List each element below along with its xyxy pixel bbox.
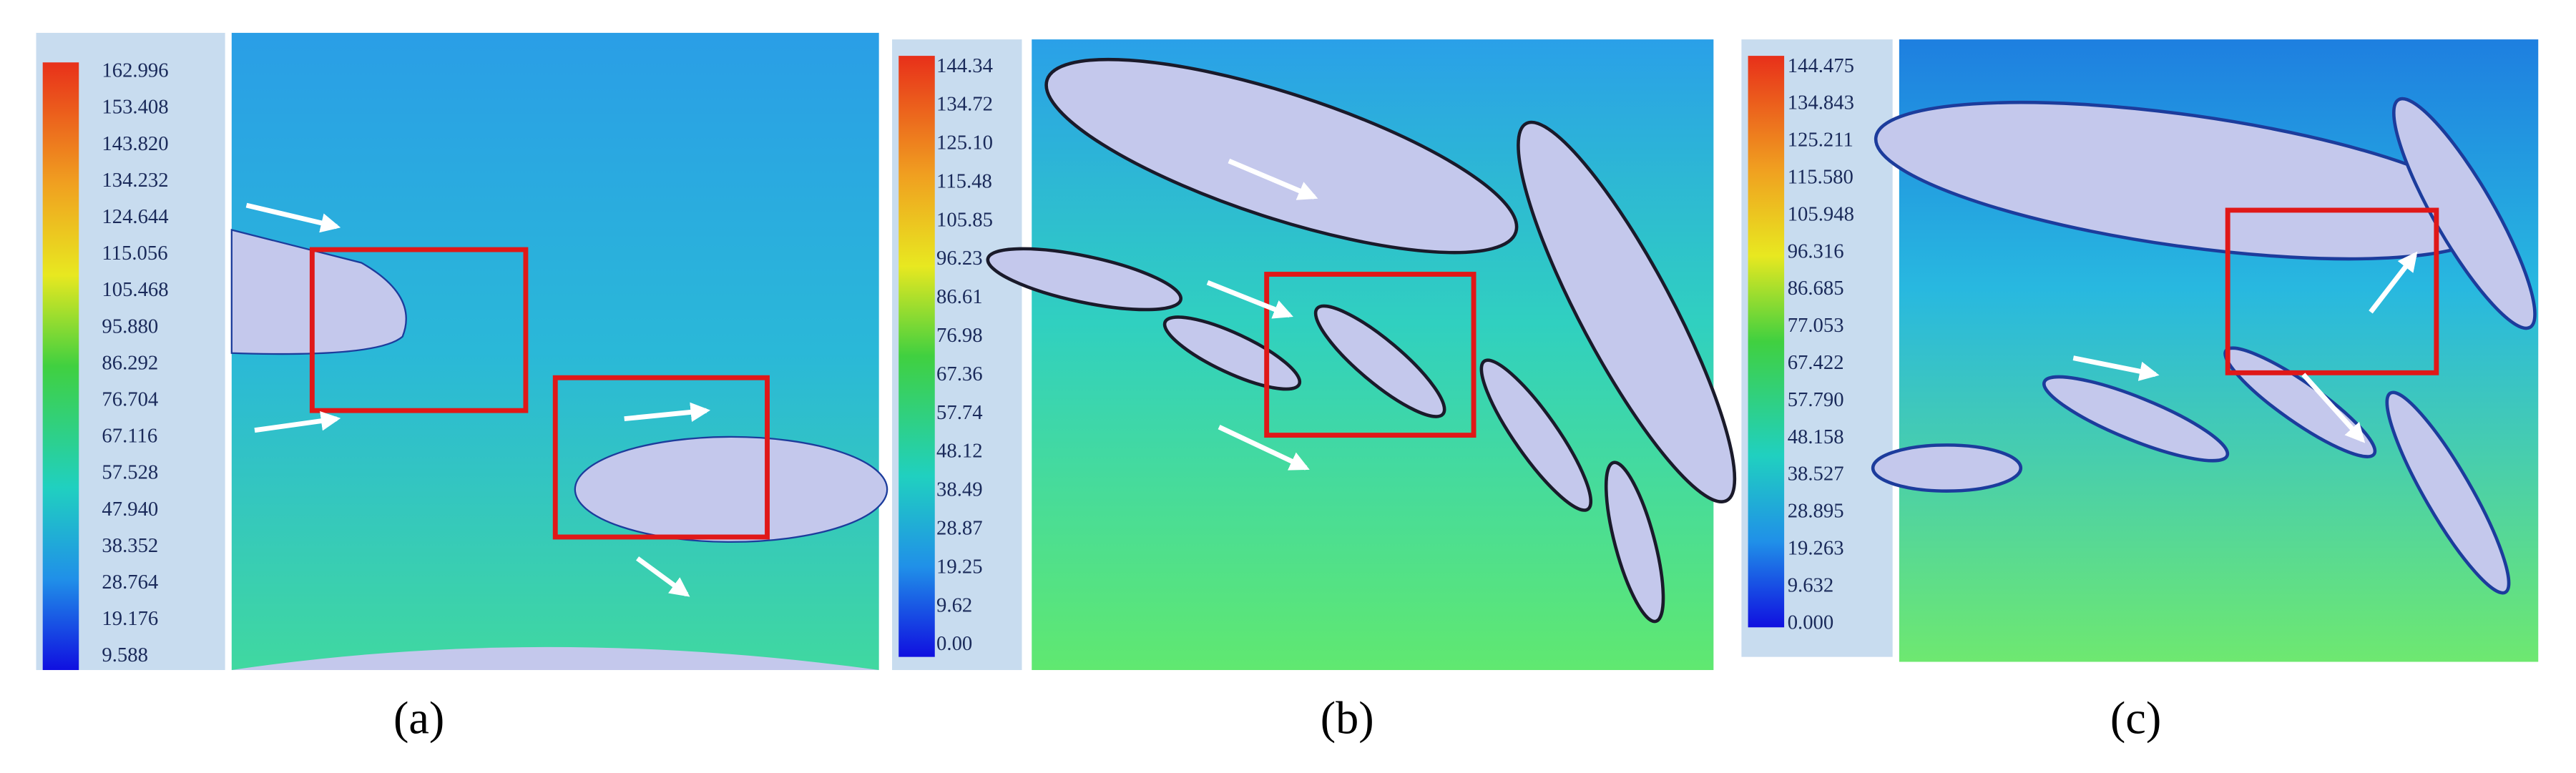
flow-arrows <box>1206 158 1318 471</box>
legend-label: 115.056 <box>102 242 167 265</box>
legend-label: 47.940 <box>102 498 158 521</box>
legend-label: 95.880 <box>102 315 158 338</box>
legend-label: 86.292 <box>102 351 158 374</box>
legend-label: 67.422 <box>1788 351 1844 374</box>
color-bar <box>42 62 79 671</box>
legend-label: 57.528 <box>102 461 158 484</box>
legend-label: 115.580 <box>1788 165 1853 188</box>
highlight-box <box>2225 207 2439 375</box>
panel-label: (c) <box>2110 692 2161 743</box>
legend-label: 67.36 <box>936 363 983 385</box>
legend-label: 9.632 <box>1788 573 1834 596</box>
legend-label: 125.10 <box>936 132 993 154</box>
legend-label: 57.790 <box>1788 388 1844 411</box>
legend-label: 124.644 <box>102 205 168 228</box>
legend-label: 0.000 <box>1788 611 1834 634</box>
highlight-box <box>552 375 770 540</box>
legend-label: 96.316 <box>1788 240 1844 262</box>
legend-label: 19.176 <box>102 607 158 630</box>
figure-content: 162.996 153.408 143.820 134.232 124.644 115.0… <box>36 32 2539 743</box>
legend-label: 48.158 <box>1788 425 1844 448</box>
legend-label: 9.62 <box>936 594 972 616</box>
blade <box>231 646 879 671</box>
legend-label: 134.843 <box>1788 92 1854 114</box>
panel-label: (a) <box>393 692 444 743</box>
legend-label: 144.475 <box>1788 54 1854 77</box>
legend-label: 38.527 <box>1788 463 1844 486</box>
color-bar <box>1748 56 1785 628</box>
legend-label: 9.588 <box>102 644 148 666</box>
highlight-box <box>1264 272 1476 438</box>
legend-label: 67.116 <box>102 425 157 448</box>
flow-arrows <box>2072 251 2418 443</box>
blade <box>574 435 888 543</box>
highlight-box <box>309 247 529 413</box>
color-bar <box>898 56 935 657</box>
legend-label: 38.352 <box>102 534 158 557</box>
legend-label: 105.948 <box>1788 202 1854 225</box>
blade <box>230 229 407 355</box>
legend-label: 28.895 <box>1788 500 1844 523</box>
legend-label: 28.87 <box>936 516 983 539</box>
flow-arrows <box>245 202 711 597</box>
legend-label: 144.34 <box>936 54 993 77</box>
legend-label: 115.48 <box>936 169 992 192</box>
legend-label: 153.408 <box>102 96 168 119</box>
panel-label: (b) <box>1321 692 1374 743</box>
legend-label: 76.704 <box>102 388 158 411</box>
legend-label: 77.053 <box>1788 314 1844 337</box>
legend-label: 134.72 <box>936 93 993 116</box>
legend-label: 48.12 <box>936 440 983 463</box>
legend-label: 105.468 <box>102 278 168 301</box>
legend-label: 96.23 <box>936 247 983 270</box>
legend-label: 38.49 <box>936 478 983 501</box>
legend-label: 86.61 <box>936 285 983 308</box>
legend-label: 19.263 <box>1788 536 1844 559</box>
legend-label: 86.685 <box>1788 277 1844 300</box>
texts: 162.996 153.408 143.820 134.232 124.644 115.0… <box>102 54 2161 743</box>
legend-label: 76.98 <box>936 324 983 347</box>
blades <box>1871 97 2537 595</box>
legend-label: 143.820 <box>102 132 168 155</box>
legend-label: 105.85 <box>936 208 993 231</box>
legend-label: 57.74 <box>936 401 983 424</box>
legend-label: 19.25 <box>936 555 983 578</box>
legend-label: 134.232 <box>102 169 168 192</box>
legend-label: 28.764 <box>102 571 158 594</box>
legend-label: 0.00 <box>936 632 972 655</box>
legend-label: 125.211 <box>1788 129 1853 152</box>
legend-label: 162.996 <box>102 59 168 82</box>
